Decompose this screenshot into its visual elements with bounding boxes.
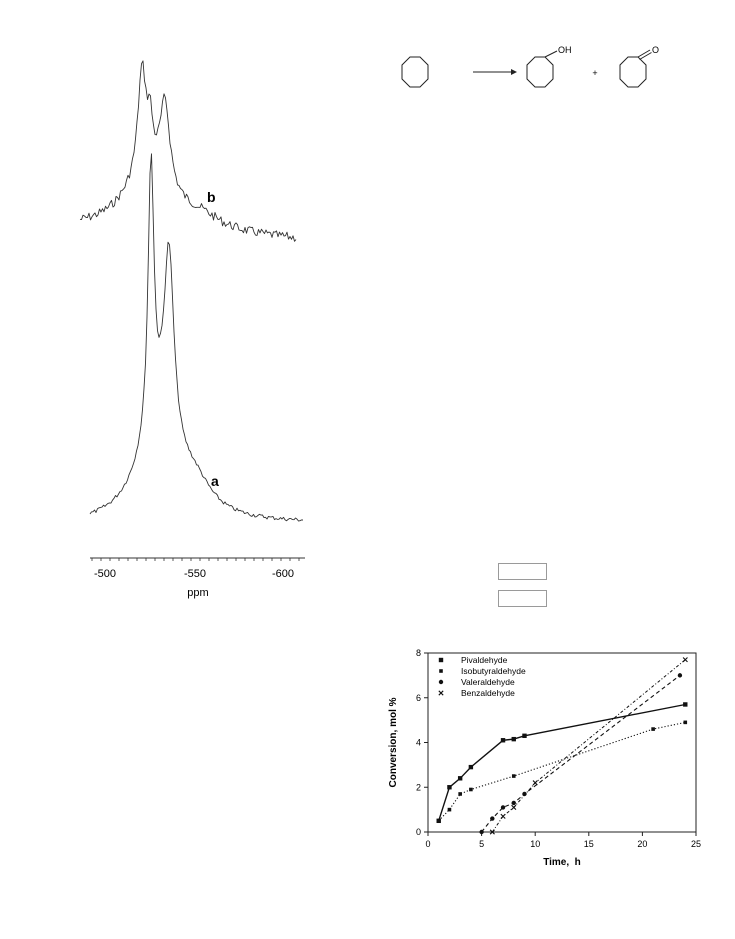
spectrum-a-trace <box>89 153 304 522</box>
series-0-point <box>522 733 527 738</box>
chart-axes: 0 5 10 15 20 25 0 2 4 6 8 <box>416 648 701 849</box>
hydroxyl-label: OH <box>558 45 572 55</box>
y-tick-label: 0 <box>416 827 421 837</box>
series-0-point <box>447 785 452 790</box>
chart-series-layer <box>436 657 688 835</box>
ppm-tick-label-500: -500 <box>94 568 116 580</box>
series-2-point <box>511 800 516 806</box>
ppm-axis-minor-ticks <box>91 558 300 561</box>
series-0-point <box>468 764 474 770</box>
series-line-0 <box>438 703 686 822</box>
carbonyl-bond <box>637 49 651 58</box>
series-line-1 <box>438 721 686 822</box>
y-tick-label: 6 <box>416 693 421 703</box>
series-3-point <box>500 813 506 819</box>
legend-marker-3 <box>438 690 444 696</box>
y-tick-label: 8 <box>416 648 421 658</box>
series-1-point <box>458 792 462 796</box>
series-2-point <box>490 816 495 821</box>
legend-marker-1 <box>439 669 443 673</box>
series-1-point <box>469 787 473 792</box>
chart-y-axis-label: Conversion, mol % <box>388 697 399 787</box>
x-tick-label: 10 <box>530 839 540 849</box>
series-2-point <box>522 791 527 797</box>
legend-marker-0 <box>438 657 444 663</box>
ppm-tick-label-550: -550 <box>184 568 206 580</box>
series-1-point <box>447 807 452 812</box>
series-3-point <box>682 657 688 663</box>
legend-label-1: Isobutyraldehyde <box>461 666 526 676</box>
empty-box-top <box>498 563 547 580</box>
series-2-point <box>677 673 683 678</box>
reaction-scheme: OH + O <box>401 45 659 88</box>
ppm-tick-label-600: -600 <box>272 568 294 580</box>
hydroxyl-bond <box>544 50 558 58</box>
x-tick-label: 0 <box>425 839 430 849</box>
chart-x-axis-label: Time, h <box>543 857 581 868</box>
carbonyl-label: O <box>652 45 659 55</box>
y-tick-label: 2 <box>416 782 421 792</box>
x-tick-label: 20 <box>637 839 647 849</box>
legend-label-3: Benzaldehyde <box>461 688 515 698</box>
x-tick-label: 25 <box>691 839 701 849</box>
series-0-point <box>683 702 688 707</box>
spectrum-b-label: b <box>207 189 216 205</box>
series-1-point <box>436 819 441 823</box>
series-1-point <box>511 774 516 778</box>
spectrum-b-trace <box>79 60 297 242</box>
series-1-point <box>683 720 688 725</box>
reaction-arrowhead-icon <box>511 69 517 75</box>
legend-label-2: Valeraldehyde <box>461 677 515 687</box>
series-0-point <box>511 736 516 742</box>
chart-legend: PivaldehydeIsobutyraldehydeValeraldehyde… <box>438 655 526 698</box>
conversion-chart: 0 5 10 15 20 25 0 2 4 6 8 PivaldehydeIsobutyraldeh… <box>388 648 701 868</box>
series-1-point <box>651 727 655 731</box>
plus-sign: + <box>592 68 597 78</box>
ppm-axis-unit: ppm <box>187 587 208 599</box>
series-3-point <box>489 829 495 835</box>
x-tick-label: 15 <box>584 839 594 849</box>
series-line-3 <box>491 659 686 833</box>
legend-marker-2 <box>438 679 444 685</box>
series-0-point <box>500 738 506 743</box>
series-0-point <box>457 776 463 781</box>
nmr-spectra-figure: b a -500 -550 -600 ppm <box>79 60 305 599</box>
series-3-point <box>532 780 538 786</box>
cyclooctanol-ring-icon <box>526 56 554 88</box>
legend-label-0: Pivaldehyde <box>461 655 508 665</box>
cyclooctanone-ring-icon <box>619 56 647 88</box>
cyclooctane-ring-icon <box>401 56 429 88</box>
x-tick-label: 5 <box>479 839 484 849</box>
empty-box-bottom <box>498 590 547 607</box>
series-2-point <box>479 829 484 835</box>
carbonyl-bond-double <box>639 52 652 60</box>
spectrum-a-label: a <box>211 473 219 489</box>
series-3-point <box>511 804 517 810</box>
series-line-2 <box>481 674 681 833</box>
series-2-point <box>500 805 506 810</box>
y-tick-label: 4 <box>416 738 421 748</box>
